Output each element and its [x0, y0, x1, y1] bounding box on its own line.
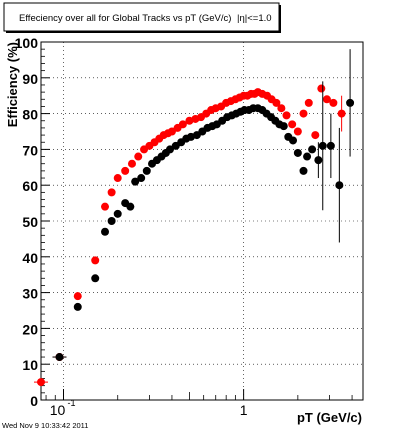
- data-point: [299, 166, 308, 175]
- data-point: [37, 378, 45, 387]
- x-tick-labels: 10 -1 1: [50, 398, 248, 418]
- data-point: [101, 202, 110, 211]
- y-tick-labels: 0 10 20 30 40 50 60 70 80 90 100: [15, 35, 39, 409]
- data-point: [293, 148, 302, 157]
- x-tick-exponent: -1: [68, 398, 76, 408]
- data-point: [101, 227, 110, 236]
- y-tick-label: 80: [22, 107, 38, 123]
- y-tick-label: 70: [22, 142, 38, 158]
- y-tick-label: 90: [22, 71, 38, 87]
- data-point: [178, 120, 187, 129]
- chart-title: Effeciency over all for Global Tracks vs…: [19, 13, 231, 24]
- data-series: [34, 49, 355, 387]
- timestamp: Wed Nov 9 10:33:42 2011: [2, 421, 88, 430]
- data-point: [288, 120, 297, 129]
- data-point: [91, 274, 100, 283]
- y-tick-label: 30: [22, 286, 38, 302]
- y-tick-label: 0: [30, 393, 38, 409]
- data-point: [131, 177, 140, 186]
- data-point: [142, 166, 151, 175]
- data-point: [335, 181, 344, 190]
- data-point: [73, 292, 82, 301]
- data-point: [322, 95, 331, 104]
- data-point: [91, 256, 100, 265]
- y-tick-label: 10: [22, 357, 38, 373]
- data-point: [185, 116, 194, 125]
- data-point: [299, 109, 308, 118]
- x-axis-label: pT (GeV/c): [297, 410, 362, 425]
- data-point: [165, 145, 174, 154]
- data-point: [113, 209, 122, 218]
- data-point: [277, 104, 286, 113]
- data-point: [314, 156, 323, 165]
- y-tick-label: 60: [22, 178, 38, 194]
- title-box: [3, 2, 280, 32]
- y-tick-label: 100: [15, 35, 39, 51]
- data-point: [134, 152, 143, 161]
- data-point: [73, 302, 82, 311]
- data-point: [303, 152, 312, 161]
- data-point: [282, 111, 291, 120]
- series-1: [52, 49, 355, 362]
- grid: [41, 42, 363, 400]
- data-point: [121, 166, 130, 175]
- data-point: [279, 122, 288, 131]
- y-tick-label: 20: [22, 321, 38, 337]
- data-point: [272, 98, 281, 107]
- data-point: [126, 202, 135, 211]
- data-point: [311, 131, 320, 140]
- x-tick-label: 1: [240, 402, 248, 418]
- data-point: [308, 145, 317, 154]
- y-tick-label: 40: [22, 250, 38, 266]
- series-0: [34, 84, 346, 387]
- x-tick-label: 10 -1: [50, 398, 76, 418]
- data-point: [293, 127, 302, 136]
- data-point: [337, 109, 346, 118]
- data-point: [329, 98, 338, 107]
- data-point: [317, 84, 326, 93]
- data-point: [137, 174, 146, 183]
- data-point: [326, 141, 335, 150]
- data-point: [107, 217, 116, 225]
- y-axis-label: Efficiency (%): [5, 42, 20, 127]
- chart-title-suffix: |η|<=1.0: [237, 13, 272, 24]
- data-point: [289, 136, 298, 145]
- data-point: [113, 174, 122, 183]
- data-point: [346, 98, 355, 107]
- data-point: [304, 98, 313, 107]
- data-point: [107, 188, 116, 197]
- y-tick-label: 50: [22, 214, 38, 230]
- data-point: [318, 141, 327, 150]
- data-point: [127, 159, 136, 168]
- x-tick-base: 1: [240, 402, 248, 418]
- x-tick-base: 10: [50, 402, 66, 418]
- axis-ticks: [41, 41, 353, 401]
- data-point: [55, 353, 64, 362]
